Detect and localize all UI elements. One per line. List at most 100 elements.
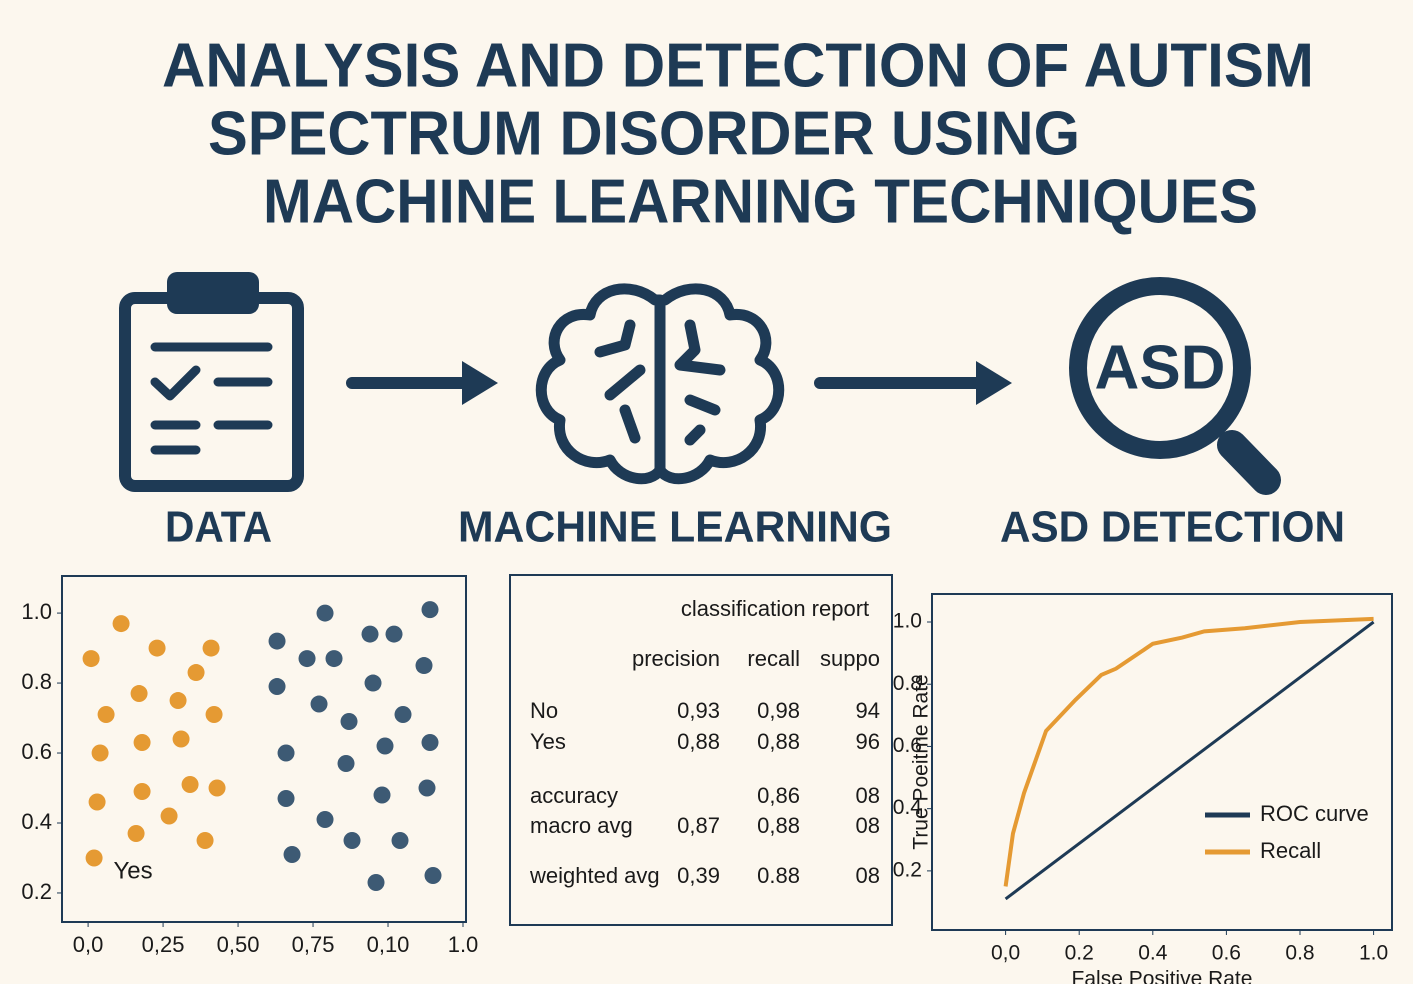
cell: 94 bbox=[856, 698, 880, 723]
point bbox=[325, 650, 343, 668]
y-tick-label: 0.8 bbox=[21, 669, 52, 694]
point bbox=[277, 790, 295, 808]
point bbox=[85, 849, 103, 867]
y-tick-label: 1.0 bbox=[893, 610, 922, 633]
cell: 0,88 bbox=[757, 813, 800, 838]
point bbox=[385, 625, 403, 643]
point bbox=[160, 807, 178, 825]
point bbox=[268, 678, 286, 696]
point bbox=[130, 685, 148, 703]
brain-icon bbox=[535, 283, 785, 485]
y-tick-label: 0.4 bbox=[893, 796, 923, 819]
point bbox=[208, 779, 226, 797]
y-axis-label: True Poeitme Rate bbox=[910, 674, 933, 849]
magnifier-icon: ASD bbox=[1069, 277, 1281, 495]
y-tick-label: 0.4 bbox=[21, 809, 52, 834]
arrow bbox=[814, 361, 1012, 405]
y-tick-label: 0.8 bbox=[893, 672, 922, 695]
cell: 96 bbox=[856, 729, 880, 754]
legend-label: ROC curve bbox=[1260, 801, 1369, 826]
point bbox=[421, 601, 439, 619]
x-axis-label: False Positive Rate bbox=[1072, 968, 1253, 984]
point bbox=[196, 831, 214, 849]
point bbox=[202, 639, 220, 657]
point bbox=[373, 786, 391, 804]
arrow bbox=[346, 361, 498, 405]
cell: 0,39 bbox=[677, 863, 720, 888]
y-tick-label: 1.0 bbox=[21, 599, 52, 624]
point bbox=[187, 664, 205, 682]
title-line: MACHINE LEARNING TECHNIQUES bbox=[263, 167, 1258, 236]
annotation: Yes bbox=[114, 857, 153, 884]
y-tick-label: 0.2 bbox=[21, 879, 52, 904]
title-line: SPECTRUM DISORDER USING bbox=[208, 99, 1080, 168]
x-tick-label: 1.0 bbox=[1359, 942, 1388, 965]
point bbox=[283, 845, 301, 863]
point bbox=[421, 734, 439, 752]
cell: 08 bbox=[856, 863, 880, 888]
x-tick-label: 0,50 bbox=[217, 932, 260, 957]
point bbox=[340, 713, 358, 731]
point bbox=[181, 776, 199, 794]
point bbox=[424, 866, 442, 884]
point bbox=[148, 639, 166, 657]
x-tick-label: 0.6 bbox=[1212, 942, 1241, 965]
plot-frame bbox=[61, 575, 467, 923]
cell: 0,98 bbox=[757, 698, 800, 723]
step-label: ASD DETECTION bbox=[1000, 503, 1345, 552]
report-frame bbox=[509, 574, 893, 926]
cell: 0,86 bbox=[757, 783, 800, 808]
icon-text: ASD bbox=[1095, 333, 1226, 402]
y-tick-label: 0.2 bbox=[893, 858, 922, 881]
legend-label: Recall bbox=[1260, 838, 1321, 863]
report-title: classification report bbox=[681, 596, 869, 621]
cell: 0.88 bbox=[757, 863, 800, 888]
cell: 08 bbox=[856, 783, 880, 808]
line bbox=[1004, 620, 1375, 901]
point bbox=[127, 824, 145, 842]
point bbox=[88, 793, 106, 811]
row-label: No bbox=[530, 698, 558, 723]
x-tick-label: 0.8 bbox=[1285, 942, 1314, 965]
point bbox=[361, 625, 379, 643]
x-tick-label: 0,25 bbox=[142, 932, 185, 957]
point bbox=[376, 737, 394, 755]
title-line: ANALYSIS AND DETECTION OF AUTISM bbox=[162, 31, 1314, 100]
point bbox=[391, 831, 409, 849]
y-tick-label: 0.6 bbox=[893, 734, 922, 757]
point bbox=[205, 706, 223, 724]
row-label: weighted avg bbox=[529, 863, 660, 888]
cell: 0,88 bbox=[757, 729, 800, 754]
point bbox=[172, 730, 190, 748]
row-label: macro avg bbox=[530, 813, 633, 838]
step-label: DATA bbox=[165, 503, 272, 552]
point bbox=[169, 692, 187, 710]
x-tick-label: 0,0 bbox=[991, 942, 1020, 965]
point bbox=[112, 615, 130, 633]
plot-frame bbox=[931, 593, 1393, 931]
point bbox=[268, 632, 286, 650]
point bbox=[394, 706, 412, 724]
point bbox=[364, 674, 382, 692]
clipboard-icon bbox=[119, 272, 304, 492]
point bbox=[337, 755, 355, 773]
row-label: Yes bbox=[530, 729, 566, 754]
point bbox=[415, 657, 433, 675]
x-tick-label: 0.4 bbox=[1138, 942, 1168, 965]
row-label: accuracy bbox=[530, 783, 618, 808]
x-tick-label: 1.0 bbox=[448, 932, 479, 957]
y-tick-label: 0.6 bbox=[21, 739, 52, 764]
point bbox=[316, 604, 334, 622]
cell: 0,88 bbox=[677, 729, 720, 754]
point bbox=[133, 783, 151, 801]
column-header: suppo bbox=[820, 646, 880, 671]
column-header: recall bbox=[747, 646, 800, 671]
point bbox=[367, 873, 385, 891]
point bbox=[97, 706, 115, 724]
cell: 0,93 bbox=[677, 698, 720, 723]
cell: 0,87 bbox=[677, 813, 720, 838]
point bbox=[82, 650, 100, 668]
point bbox=[298, 650, 316, 668]
x-tick-label: 0,75 bbox=[292, 932, 335, 957]
